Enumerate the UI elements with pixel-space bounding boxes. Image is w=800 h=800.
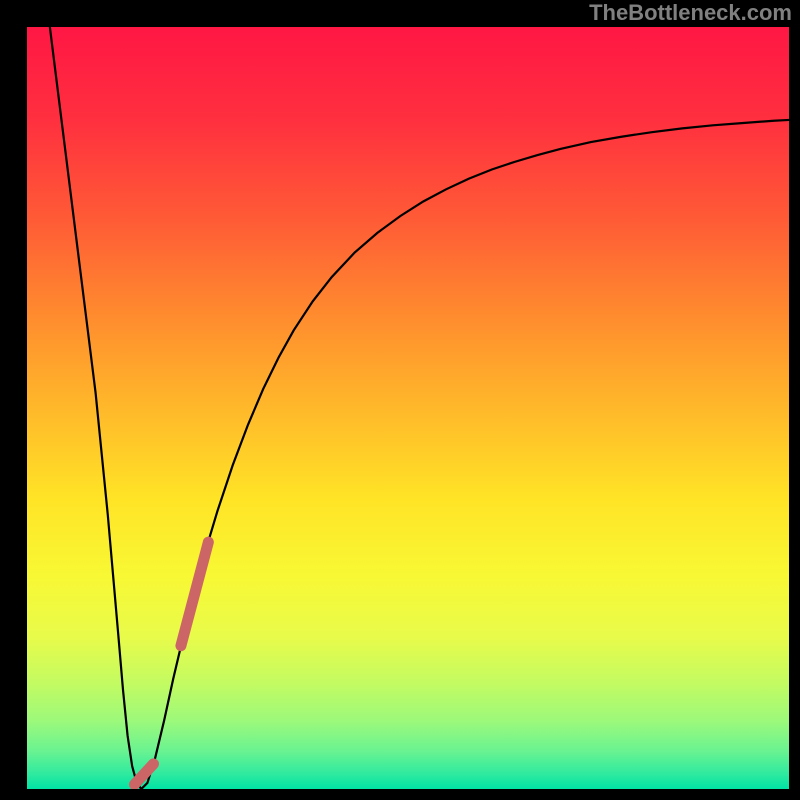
plot-area <box>27 27 789 789</box>
watermark-text: TheBottleneck.com <box>589 0 792 26</box>
plot-background <box>27 27 789 789</box>
figure: TheBottleneck.com <box>0 0 800 800</box>
plot-svg <box>27 27 789 789</box>
